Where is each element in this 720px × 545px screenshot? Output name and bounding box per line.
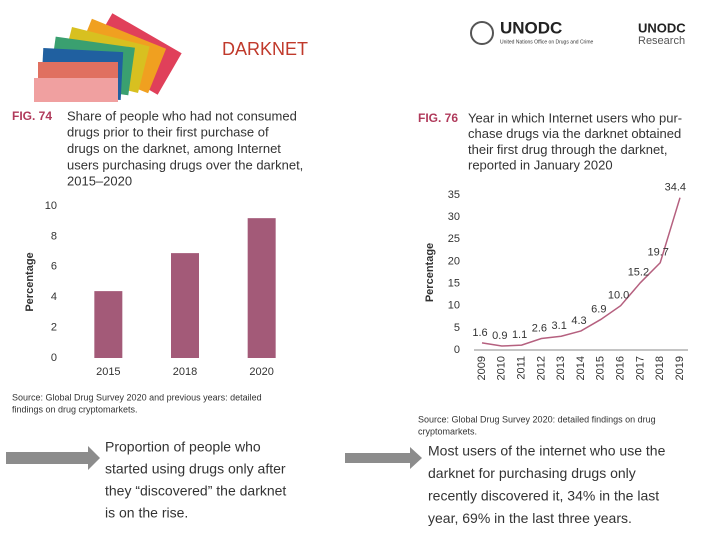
slide-title: DARKNET — [222, 39, 308, 59]
logo-sub: United Nations Office on Drugs and Crime — [500, 39, 594, 45]
source: cryptomarkets. — [418, 426, 477, 436]
logo-research: Research — [638, 35, 685, 47]
x-tick-label: 2019 — [674, 356, 686, 380]
data-label: 3.1 — [552, 320, 567, 332]
chart-title: drugs prior to their first purchase of — [67, 125, 269, 140]
caption-line: Most users of the internet who use the — [428, 443, 666, 459]
caption-line: started using drugs only after — [105, 461, 286, 477]
x-tick-label: 2012 — [535, 356, 547, 380]
x-tick-label: 2017 — [634, 356, 646, 380]
logo-research: UNODC — [638, 20, 686, 35]
y-axis-label: Percentage — [424, 243, 436, 302]
line-series — [481, 197, 681, 347]
x-tick-label: 2011 — [516, 356, 528, 380]
figure-label: FIG. 76 — [418, 111, 458, 125]
caption-line: darknet for purchasing drugs only — [428, 465, 636, 481]
source: findings on drug cryptomarkets. — [12, 404, 138, 414]
x-tick-label: 2013 — [555, 356, 567, 380]
x-tick-label: 2009 — [476, 356, 488, 380]
caption-line: Proportion of people who — [105, 439, 261, 455]
source: Source: Global Drug Survey 2020 and prev… — [12, 392, 262, 402]
data-label: 19.7 — [647, 247, 668, 259]
arrow — [6, 446, 100, 470]
y-tick-label: 4 — [51, 291, 57, 303]
data-label: 4.3 — [571, 315, 586, 327]
y-tick-label: 6 — [51, 261, 57, 273]
chart-title: Share of people who had not consumed — [67, 108, 297, 123]
y-tick-label: 10 — [448, 300, 460, 312]
books-decoration — [34, 13, 182, 102]
logo-main: UNODC — [500, 18, 562, 37]
y-tick-label: 30 — [448, 211, 460, 223]
y-tick-label: 0 — [454, 344, 460, 356]
caption-line: recently discovered it, 34% in the last — [428, 488, 659, 504]
data-label: 15.2 — [628, 267, 649, 279]
data-label: 34.4 — [665, 182, 686, 194]
y-axis-label: Percentage — [24, 252, 36, 311]
y-tick-label: 5 — [454, 322, 460, 334]
bar — [94, 291, 123, 358]
y-tick-label: 10 — [45, 200, 57, 212]
x-tick-label: 2016 — [615, 356, 627, 380]
caption-line: year, 69% in the last three years. — [428, 510, 632, 526]
y-tick-label: 35 — [448, 189, 460, 201]
data-label: 10.0 — [608, 290, 629, 302]
chart-title: chase drugs via the darknet obtained — [468, 126, 681, 141]
x-tick-label: 2018 — [654, 356, 666, 380]
bar — [247, 218, 276, 358]
data-label: 1.1 — [512, 329, 527, 341]
x-tick-label: 2018 — [173, 366, 197, 378]
chart-title: drugs on the darknet, among Internet — [67, 141, 281, 156]
chart-title: their first drug through the darknet, — [468, 142, 667, 157]
x-tick-label: 2015 — [96, 366, 120, 378]
y-tick-label: 15 — [448, 277, 460, 289]
data-label: 0.9 — [492, 330, 507, 342]
chart-title: users purchasing drugs over the darknet, — [67, 157, 303, 172]
y-tick-label: 2 — [51, 322, 57, 334]
chart-title: reported in January 2020 — [468, 158, 613, 173]
arrow — [345, 447, 422, 469]
chart-title: Year in which Internet users who pur- — [468, 110, 682, 125]
y-tick-label: 0 — [51, 352, 57, 364]
data-label: 1.6 — [472, 327, 487, 339]
data-label: 6.9 — [591, 303, 606, 315]
x-tick-label: 2020 — [249, 366, 273, 378]
y-tick-label: 8 — [51, 230, 57, 242]
caption-line: is on the rise. — [105, 505, 188, 521]
y-tick-label: 20 — [448, 255, 460, 267]
figure-label: FIG. 74 — [12, 109, 52, 123]
source: Source: Global Drug Survey 2020: detaile… — [418, 414, 656, 424]
x-tick-label: 2014 — [575, 356, 587, 380]
x-tick-label: 2015 — [595, 356, 607, 380]
x-tick-label: 2010 — [496, 356, 508, 380]
chart-title: 2015–2020 — [67, 174, 132, 189]
caption-line: they “discovered” the darknet — [105, 483, 286, 499]
un-emblem — [470, 21, 494, 45]
y-tick-label: 25 — [448, 233, 460, 245]
bar — [171, 253, 199, 358]
data-label: 2.6 — [532, 322, 547, 334]
